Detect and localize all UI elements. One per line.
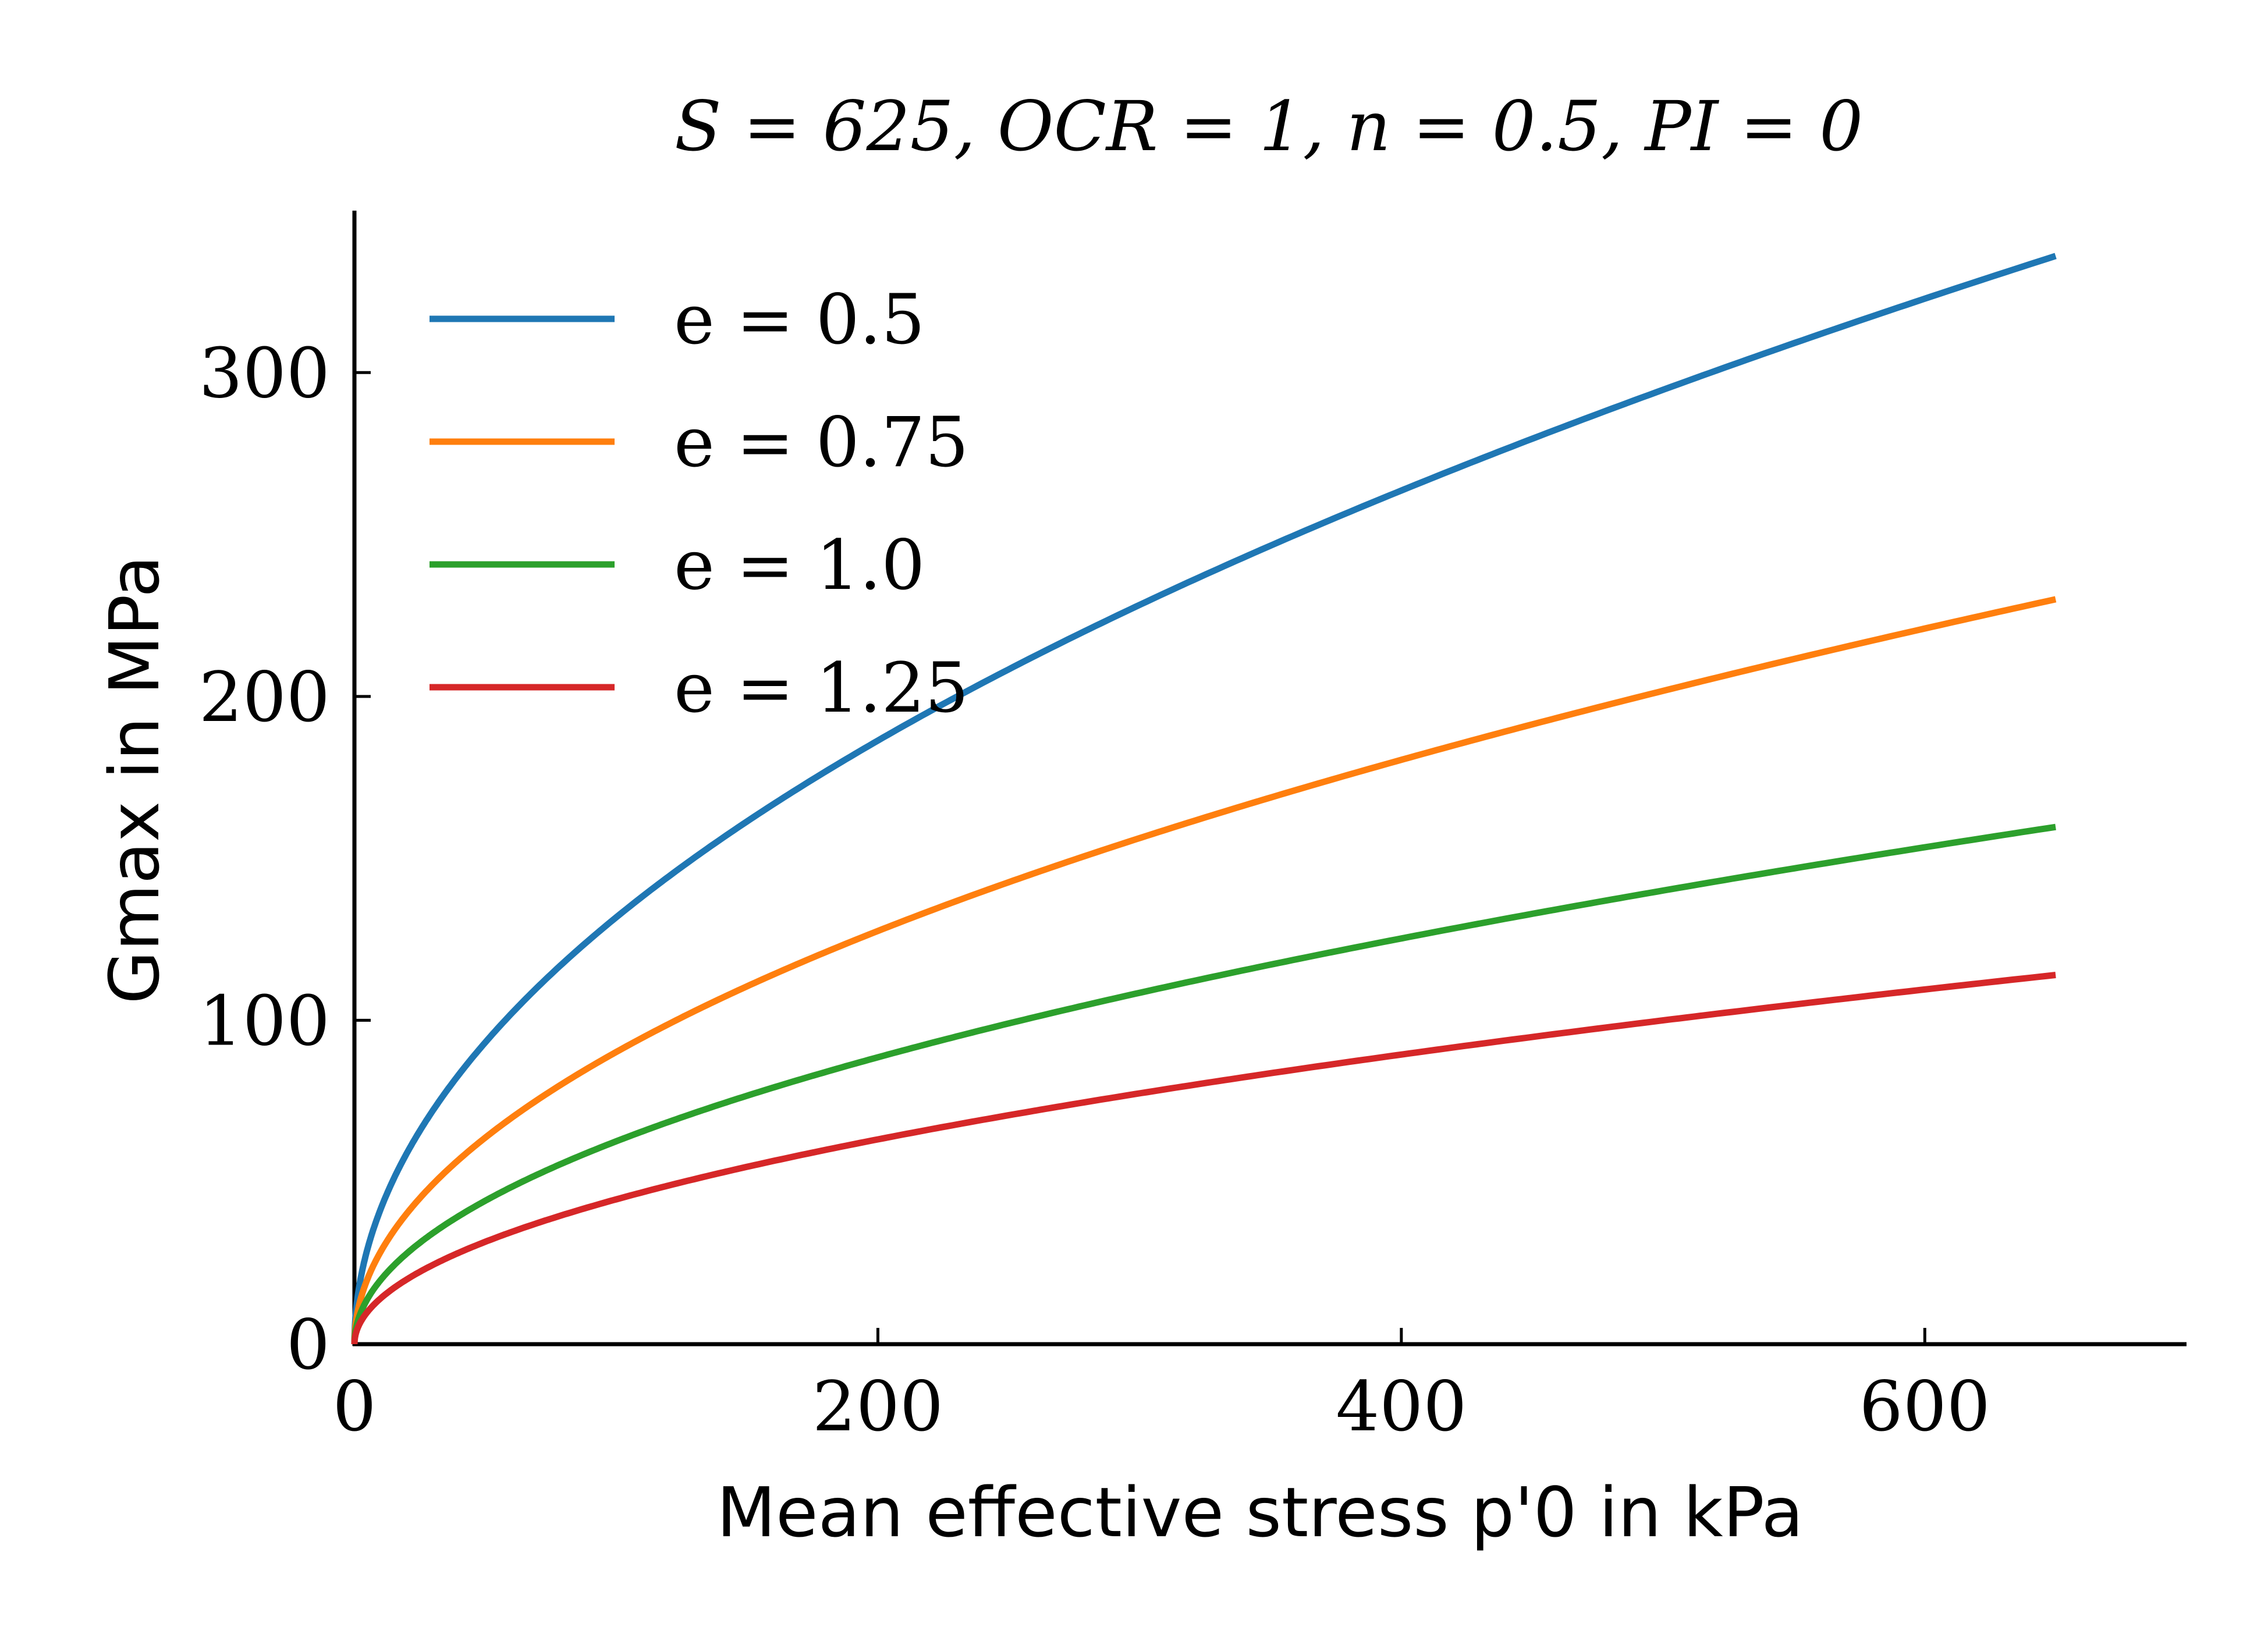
y-tick-label: 300 bbox=[199, 333, 330, 413]
x-tick-label: 400 bbox=[1336, 1366, 1467, 1447]
y-ticks: 0 100 200 300 bbox=[199, 333, 371, 1385]
x-axis-label: Mean effective stress p'0 in kPa bbox=[716, 1472, 1804, 1552]
x-tick-label: 600 bbox=[1859, 1366, 1990, 1447]
series-line-2 bbox=[351, 596, 2057, 1346]
legend-label: e = 0.75 bbox=[674, 402, 968, 482]
chart-title: S = 625, OCR = 1, n = 0.5, PI = 0 bbox=[675, 86, 1863, 166]
legend: e = 0.5 e = 0.75 e = 1.0 e = 1.25 bbox=[430, 279, 968, 728]
legend-label: e = 0.5 bbox=[674, 279, 925, 360]
series-lines bbox=[351, 253, 2057, 1347]
x-tick-label: 0 bbox=[332, 1366, 376, 1447]
x-ticks: 0 200 400 600 bbox=[332, 1328, 1990, 1447]
legend-label: e = 1.0 bbox=[674, 525, 925, 605]
y-tick-label: 100 bbox=[199, 980, 330, 1061]
legend-label: e = 1.25 bbox=[674, 648, 968, 728]
y-tick-label: 0 bbox=[286, 1305, 330, 1385]
y-axis-label: Gmax in MPa bbox=[94, 555, 175, 1004]
x-tick-label: 200 bbox=[812, 1366, 943, 1447]
series-line-4 bbox=[351, 972, 2056, 1347]
y-tick-label: 200 bbox=[199, 657, 330, 737]
axes bbox=[352, 211, 2187, 1347]
series-line-3 bbox=[351, 823, 2056, 1347]
series-line-1 bbox=[351, 253, 2057, 1345]
